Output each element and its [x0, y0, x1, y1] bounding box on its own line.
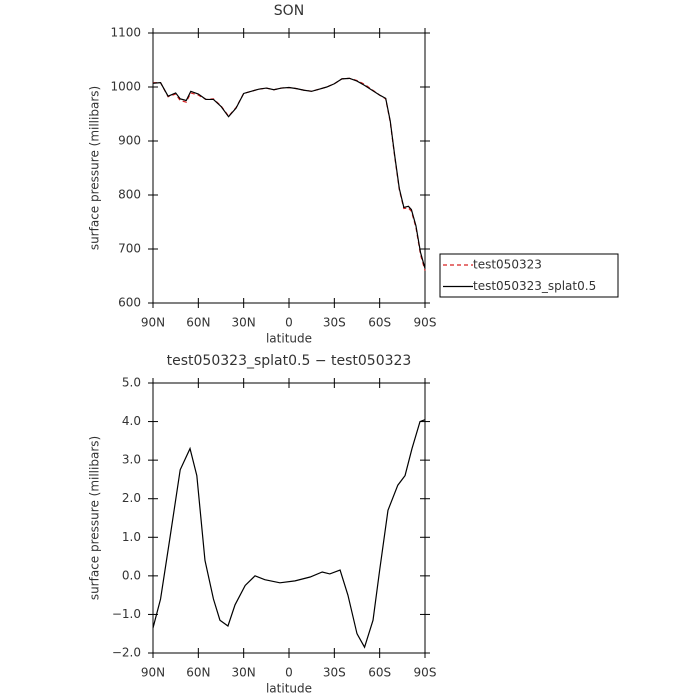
y-tick-label: 0.0 — [122, 568, 141, 582]
data-line — [152, 77, 426, 269]
y-tick-label: 2.0 — [122, 491, 141, 505]
chart-title: SON — [274, 3, 304, 19]
x-tick-label: 30S — [323, 666, 346, 680]
y-tick-label: 700 — [118, 242, 141, 256]
y-tick-label: 5.0 — [122, 376, 141, 390]
chart-title: test050323_splat0.5 − test050323 — [167, 353, 412, 369]
y-axis-label: surface pressure (millibars) — [88, 436, 102, 600]
x-tick-label: 0 — [285, 666, 293, 680]
x-tick-label: 60S — [368, 316, 391, 330]
y-axis-label: surface pressure (millibars) — [88, 86, 102, 250]
x-tick-label: 30S — [323, 316, 346, 330]
x-axis-label: latitude — [266, 682, 312, 696]
y-tick-label: 800 — [118, 188, 141, 202]
x-tick-label: 60N — [186, 666, 210, 680]
y-tick-label: 900 — [118, 134, 141, 148]
x-tick-label: 90S — [414, 316, 437, 330]
legend-label: test050323 — [473, 258, 542, 272]
y-tick-label: −2.0 — [112, 646, 141, 660]
x-tick-label: 90N — [141, 316, 165, 330]
x-tick-label: 60S — [368, 666, 391, 680]
y-tick-label: −1.0 — [112, 607, 141, 621]
x-tick-label: 90S — [414, 666, 437, 680]
x-tick-label: 60N — [186, 316, 210, 330]
x-tick-label: 90N — [141, 666, 165, 680]
data-line — [153, 77, 426, 271]
x-tick-label: 0 — [285, 316, 293, 330]
data-line — [152, 419, 426, 649]
plot-frame — [152, 32, 426, 304]
x-tick-label: 30N — [232, 316, 256, 330]
legend-label: test050323_splat0.5 — [473, 279, 596, 293]
y-tick-label: 3.0 — [122, 453, 141, 467]
x-axis-label: latitude — [266, 332, 312, 346]
legend-box — [439, 253, 619, 298]
x-tick-label: 30N — [232, 666, 256, 680]
y-tick-label: 4.0 — [122, 414, 141, 428]
plot-frame — [152, 382, 426, 654]
y-tick-label: 1100 — [110, 26, 141, 40]
y-tick-label: 600 — [118, 296, 141, 310]
y-tick-label: 1000 — [110, 80, 141, 94]
y-tick-label: 1.0 — [122, 530, 141, 544]
